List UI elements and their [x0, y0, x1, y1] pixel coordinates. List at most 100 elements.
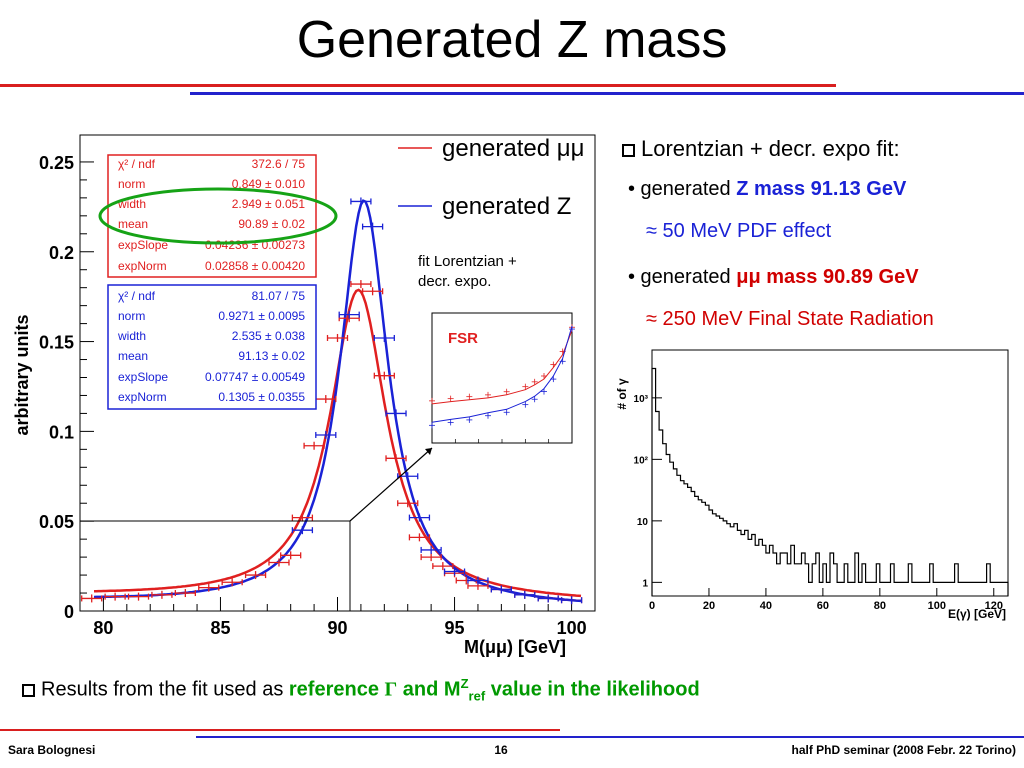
y-tick-label: 1 [642, 578, 648, 589]
data-point-mumu [268, 558, 290, 567]
x-tick-label: 0 [649, 600, 655, 612]
data-point-mumu [373, 371, 395, 380]
x-tick-label: 90 [327, 618, 347, 638]
data-point-mumu [408, 533, 431, 542]
stat-label: width [117, 329, 146, 343]
data-point-mumu [151, 590, 173, 599]
superscript: Z [460, 676, 469, 691]
data-point-z [537, 594, 559, 603]
bullet-text: • generated [628, 266, 737, 288]
stat-value: 0.04236 ± 0.00273 [205, 238, 305, 252]
footer-rule-blue [196, 736, 1024, 738]
subscript: ref [468, 688, 486, 704]
bullet-4: • generated μμ mass 90.89 GeV [628, 266, 919, 289]
stat-value: 90.89 ± 0.02 [238, 217, 305, 231]
x-tick-label: 20 [703, 600, 715, 612]
conclusion-text: Results from the fit used as [41, 678, 289, 701]
stat-label: χ² / ndf [118, 289, 156, 303]
conclusion-emphasis: and M [397, 678, 461, 701]
stat-value: 81.07 / 75 [252, 289, 306, 303]
stat-value: 2.949 ± 0.051 [232, 197, 306, 211]
inset-caption: decr. expo. [418, 273, 491, 290]
title-underline-red [0, 84, 836, 87]
y-tick-label: 10² [634, 455, 649, 466]
conclusion-emphasis: value in the likelihood [485, 678, 700, 701]
x-tick-label: 80 [93, 618, 113, 638]
data-point-mumu [303, 441, 325, 450]
stat-value: 91.13 ± 0.02 [238, 349, 305, 363]
bullet-emphasis: μμ mass 90.89 GeV [736, 266, 919, 288]
y-tick-label: 10³ [634, 394, 649, 405]
data-point-z [361, 222, 384, 231]
data-point-mumu [397, 499, 419, 508]
data-point-mumu [326, 333, 349, 342]
y-tick-label: 0.2 [49, 243, 74, 263]
data-point-z [490, 585, 513, 594]
x-tick-label: 100 [557, 618, 587, 638]
x-tick-label: 40 [760, 600, 772, 612]
data-point-mumu [350, 280, 372, 289]
main-legend: generated μμ generated Z [398, 135, 584, 220]
stat-label: norm [118, 309, 145, 323]
data-point-mumu [280, 551, 302, 560]
stat-label: χ² / ndf [118, 157, 156, 171]
stat-label: mean [118, 349, 148, 363]
footer-author: Sara Bolognesi [8, 743, 96, 757]
stat-value: 0.02858 ± 0.00420 [205, 259, 305, 273]
stats-box-blue: χ² / ndf 81.07 / 75 norm 0.9271 ± 0.0095… [107, 284, 317, 410]
data-point-z [443, 567, 466, 576]
data-point-z [408, 513, 431, 522]
x-tick-label: 120 [985, 600, 1003, 612]
bullet-text: • generated [628, 178, 737, 200]
data-point-mumu [81, 594, 103, 603]
bullet-text: Lorentzian + decr. expo fit: [641, 136, 900, 161]
bullet-emphasis: Z mass 91.13 GeV [736, 178, 907, 200]
stat-label: expNorm [118, 259, 167, 273]
stat-label: expSlope [118, 370, 168, 384]
stat-value: 0.07747 ± 0.00549 [205, 370, 305, 384]
data-point-z [350, 197, 372, 206]
data-point-z [385, 409, 407, 418]
x-tick-label: 95 [445, 618, 465, 638]
main-ylabel: arbitrary units [12, 314, 32, 435]
y-tick-label: 0.15 [39, 333, 74, 353]
stat-label: expSlope [118, 238, 168, 252]
y-tick-label: 0.1 [49, 422, 74, 442]
photon-histogram [651, 367, 1009, 596]
stat-value: 0.849 ± 0.010 [232, 177, 306, 191]
data-point-z [514, 590, 536, 599]
stat-value: 0.1305 ± 0.0355 [218, 390, 305, 404]
bullet-1: Lorentzian + decr. expo fit: [622, 136, 900, 162]
x-tick-label: 100 [928, 600, 946, 612]
data-point-z [315, 430, 337, 439]
inset-curve-z [431, 325, 573, 423]
data-point-z [338, 310, 360, 319]
photon-ylabel: # of γ [615, 378, 629, 410]
checkbox-icon [622, 144, 635, 157]
conclusion-bullet: Results from the fit used as reference Γ… [22, 676, 700, 704]
x-tick-label: 85 [210, 618, 230, 638]
x-tick-label: 80 [874, 600, 886, 612]
data-point-mumu [361, 287, 384, 296]
data-point-z [373, 333, 395, 342]
stats-box-red: χ² / ndf 372.6 / 75 norm 0.849 ± 0.010 w… [107, 154, 317, 278]
data-point-mumu [432, 562, 454, 571]
data-point-z [560, 596, 583, 605]
data-point-mumu [174, 589, 196, 598]
stat-value: 2.535 ± 0.038 [232, 329, 306, 343]
data-point-z [420, 545, 442, 554]
page-title: Generated Z mass [296, 11, 728, 69]
footer-event: half PhD seminar (2008 Febr. 22 Torino) [791, 743, 1016, 757]
data-point-mumu [221, 578, 243, 587]
data-point-z [291, 526, 314, 535]
photon-xlabel: E(γ) [GeV] [948, 607, 1006, 621]
gamma-symbol: Γ [384, 678, 398, 701]
footer-page-number: 16 [494, 743, 508, 757]
title-underline-blue [190, 92, 1024, 95]
data-point-mumu [385, 454, 407, 463]
main-plot: arbitrary units M(μμ) [GeV] 80 85 90 95 100 0… [12, 134, 596, 657]
data-point-z [467, 576, 489, 585]
data-point-mumu [420, 553, 442, 562]
photon-energy-plot: # of γ E(γ) [GeV] 0 20 40 60 80 100 120 1 10 10² 1… [615, 349, 1009, 621]
bullet-3: ≈ 50 MeV PDF effect [646, 220, 832, 242]
